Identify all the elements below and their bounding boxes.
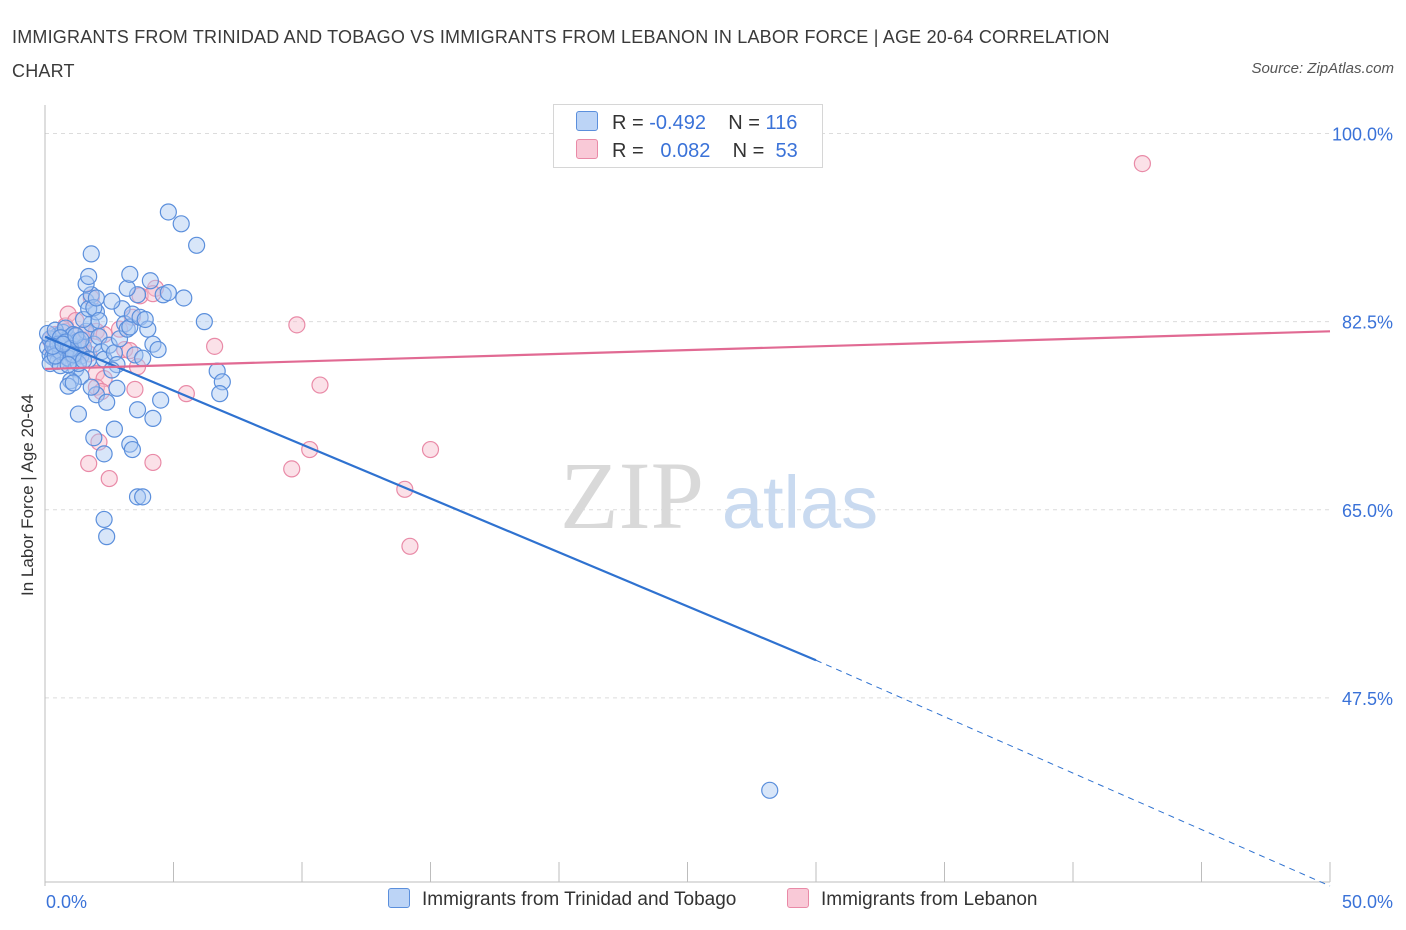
point-trinidad — [69, 405, 88, 423]
legend-swatch-lebanon — [576, 139, 598, 159]
x-tick-label-max: 50.0% — [1342, 892, 1393, 912]
point-trinidad — [103, 292, 121, 310]
point-trinidad — [90, 311, 108, 330]
point-lebanon — [80, 454, 98, 473]
point-trinidad — [95, 510, 113, 529]
point-lebanon — [283, 460, 301, 478]
point-trinidad — [87, 289, 106, 307]
x-tick-label-min: 0.0% — [46, 892, 87, 912]
y-tick-label: 65.0% — [1342, 501, 1393, 521]
point-lebanon — [206, 337, 224, 355]
point-trinidad — [141, 272, 159, 290]
point-trinidad — [211, 385, 229, 403]
bottom-legend-swatch-lebanon — [787, 888, 809, 908]
point-trinidad — [82, 286, 100, 304]
point-trinidad — [128, 401, 147, 419]
legend-r-value-trinidad: -0.492 — [649, 112, 706, 134]
trend-line-trinidad-extrapolated — [815, 659, 1331, 887]
legend-r-label: R = — [612, 140, 644, 162]
point-trinidad — [59, 356, 77, 374]
point-trinidad — [85, 299, 103, 317]
point-trinidad — [82, 378, 100, 396]
point-trinidad — [159, 284, 177, 302]
point-trinidad — [152, 391, 170, 409]
y-tick-label: 100.0% — [1332, 125, 1393, 145]
grid-lines — [45, 133, 1330, 699]
point-trinidad — [98, 393, 116, 411]
point-trinidad — [85, 429, 103, 447]
legend-row-trinidad: R = -0.492 N = 116 — [576, 111, 797, 137]
point-trinidad — [108, 379, 126, 397]
legend-swatch-trinidad — [576, 111, 598, 131]
point-lebanon — [311, 376, 329, 394]
point-trinidad — [144, 409, 162, 427]
point-trinidad — [80, 267, 98, 286]
legend-n-value-trinidad: 116 — [765, 112, 798, 134]
point-trinidad — [72, 331, 90, 349]
point-trinidad — [134, 349, 152, 367]
point-trinidad — [46, 347, 64, 365]
point-trinidad — [172, 215, 190, 233]
point-trinidad — [159, 203, 177, 221]
legend-r-value-lebanon: 0.082 — [660, 140, 711, 162]
bottom-legend-label-lebanon: Immigrants from Lebanon — [821, 889, 1038, 910]
point-trinidad — [123, 440, 141, 459]
point-trinidad — [188, 236, 206, 254]
watermark-zip: ZIP — [560, 442, 704, 549]
trend-lines — [44, 330, 1331, 887]
point-trinidad — [105, 420, 123, 438]
source-label: Source: ZipAtlas.com — [1251, 60, 1394, 77]
point-trinidad — [139, 320, 157, 338]
watermark: ZIP atlas — [560, 442, 878, 549]
point-trinidad — [82, 245, 100, 263]
bottom-legend-swatch-trinidad — [388, 888, 410, 908]
point-trinidad — [195, 313, 213, 331]
legend-n-label: N = — [728, 112, 760, 134]
point-lebanon — [401, 537, 419, 555]
y-tick-label: 82.5% — [1342, 313, 1393, 333]
point-trinidad — [98, 528, 116, 546]
legend-n-label: N = — [732, 140, 765, 162]
point-lebanon — [1133, 155, 1151, 173]
point-trinidad — [128, 488, 147, 506]
point-trinidad — [128, 286, 147, 304]
legend-r-label: R = — [612, 112, 644, 134]
point-lebanon — [100, 469, 118, 488]
point-trinidad — [175, 289, 193, 307]
point-lebanon — [421, 440, 440, 459]
point-trinidad — [118, 279, 136, 297]
y-tick-labels: 100.0% 82.5% 65.0% 47.5% — [1332, 125, 1393, 709]
bottom-legend-trinidad: Immigrants from Trinidad and Tobago — [388, 888, 736, 911]
point-trinidad — [134, 488, 152, 506]
point-trinidad — [121, 265, 139, 283]
point-trinidad — [118, 320, 136, 338]
point-trinidad — [136, 310, 154, 329]
point-trinidad — [64, 374, 82, 392]
trend-line-lebanon — [44, 330, 1331, 371]
point-trinidad — [95, 445, 113, 463]
trend-line-trinidad — [44, 335, 817, 662]
point-trinidad — [761, 781, 779, 799]
point-lebanon — [126, 380, 144, 398]
legend-row-lebanon: R = 0.082 N = 53 — [576, 139, 798, 165]
point-trinidad — [59, 377, 77, 395]
watermark-atlas: atlas — [722, 461, 878, 544]
axes — [44, 105, 1331, 886]
chart-title: IMMIGRANTS FROM TRINIDAD AND TOBAGO VS I… — [12, 27, 1110, 81]
y-tick-label: 47.5% — [1342, 689, 1393, 709]
point-lebanon — [288, 316, 306, 334]
legend-n-value-lebanon: 53 — [775, 140, 798, 162]
correlation-legend: R = -0.492 N = 116 R = 0.082 N = 53 — [553, 104, 823, 168]
bottom-legend-label-trinidad: Immigrants from Trinidad and Tobago — [422, 889, 737, 910]
bottom-legend-lebanon: Immigrants from Lebanon — [787, 888, 1038, 911]
point-lebanon — [144, 453, 162, 472]
point-trinidad — [149, 340, 167, 359]
